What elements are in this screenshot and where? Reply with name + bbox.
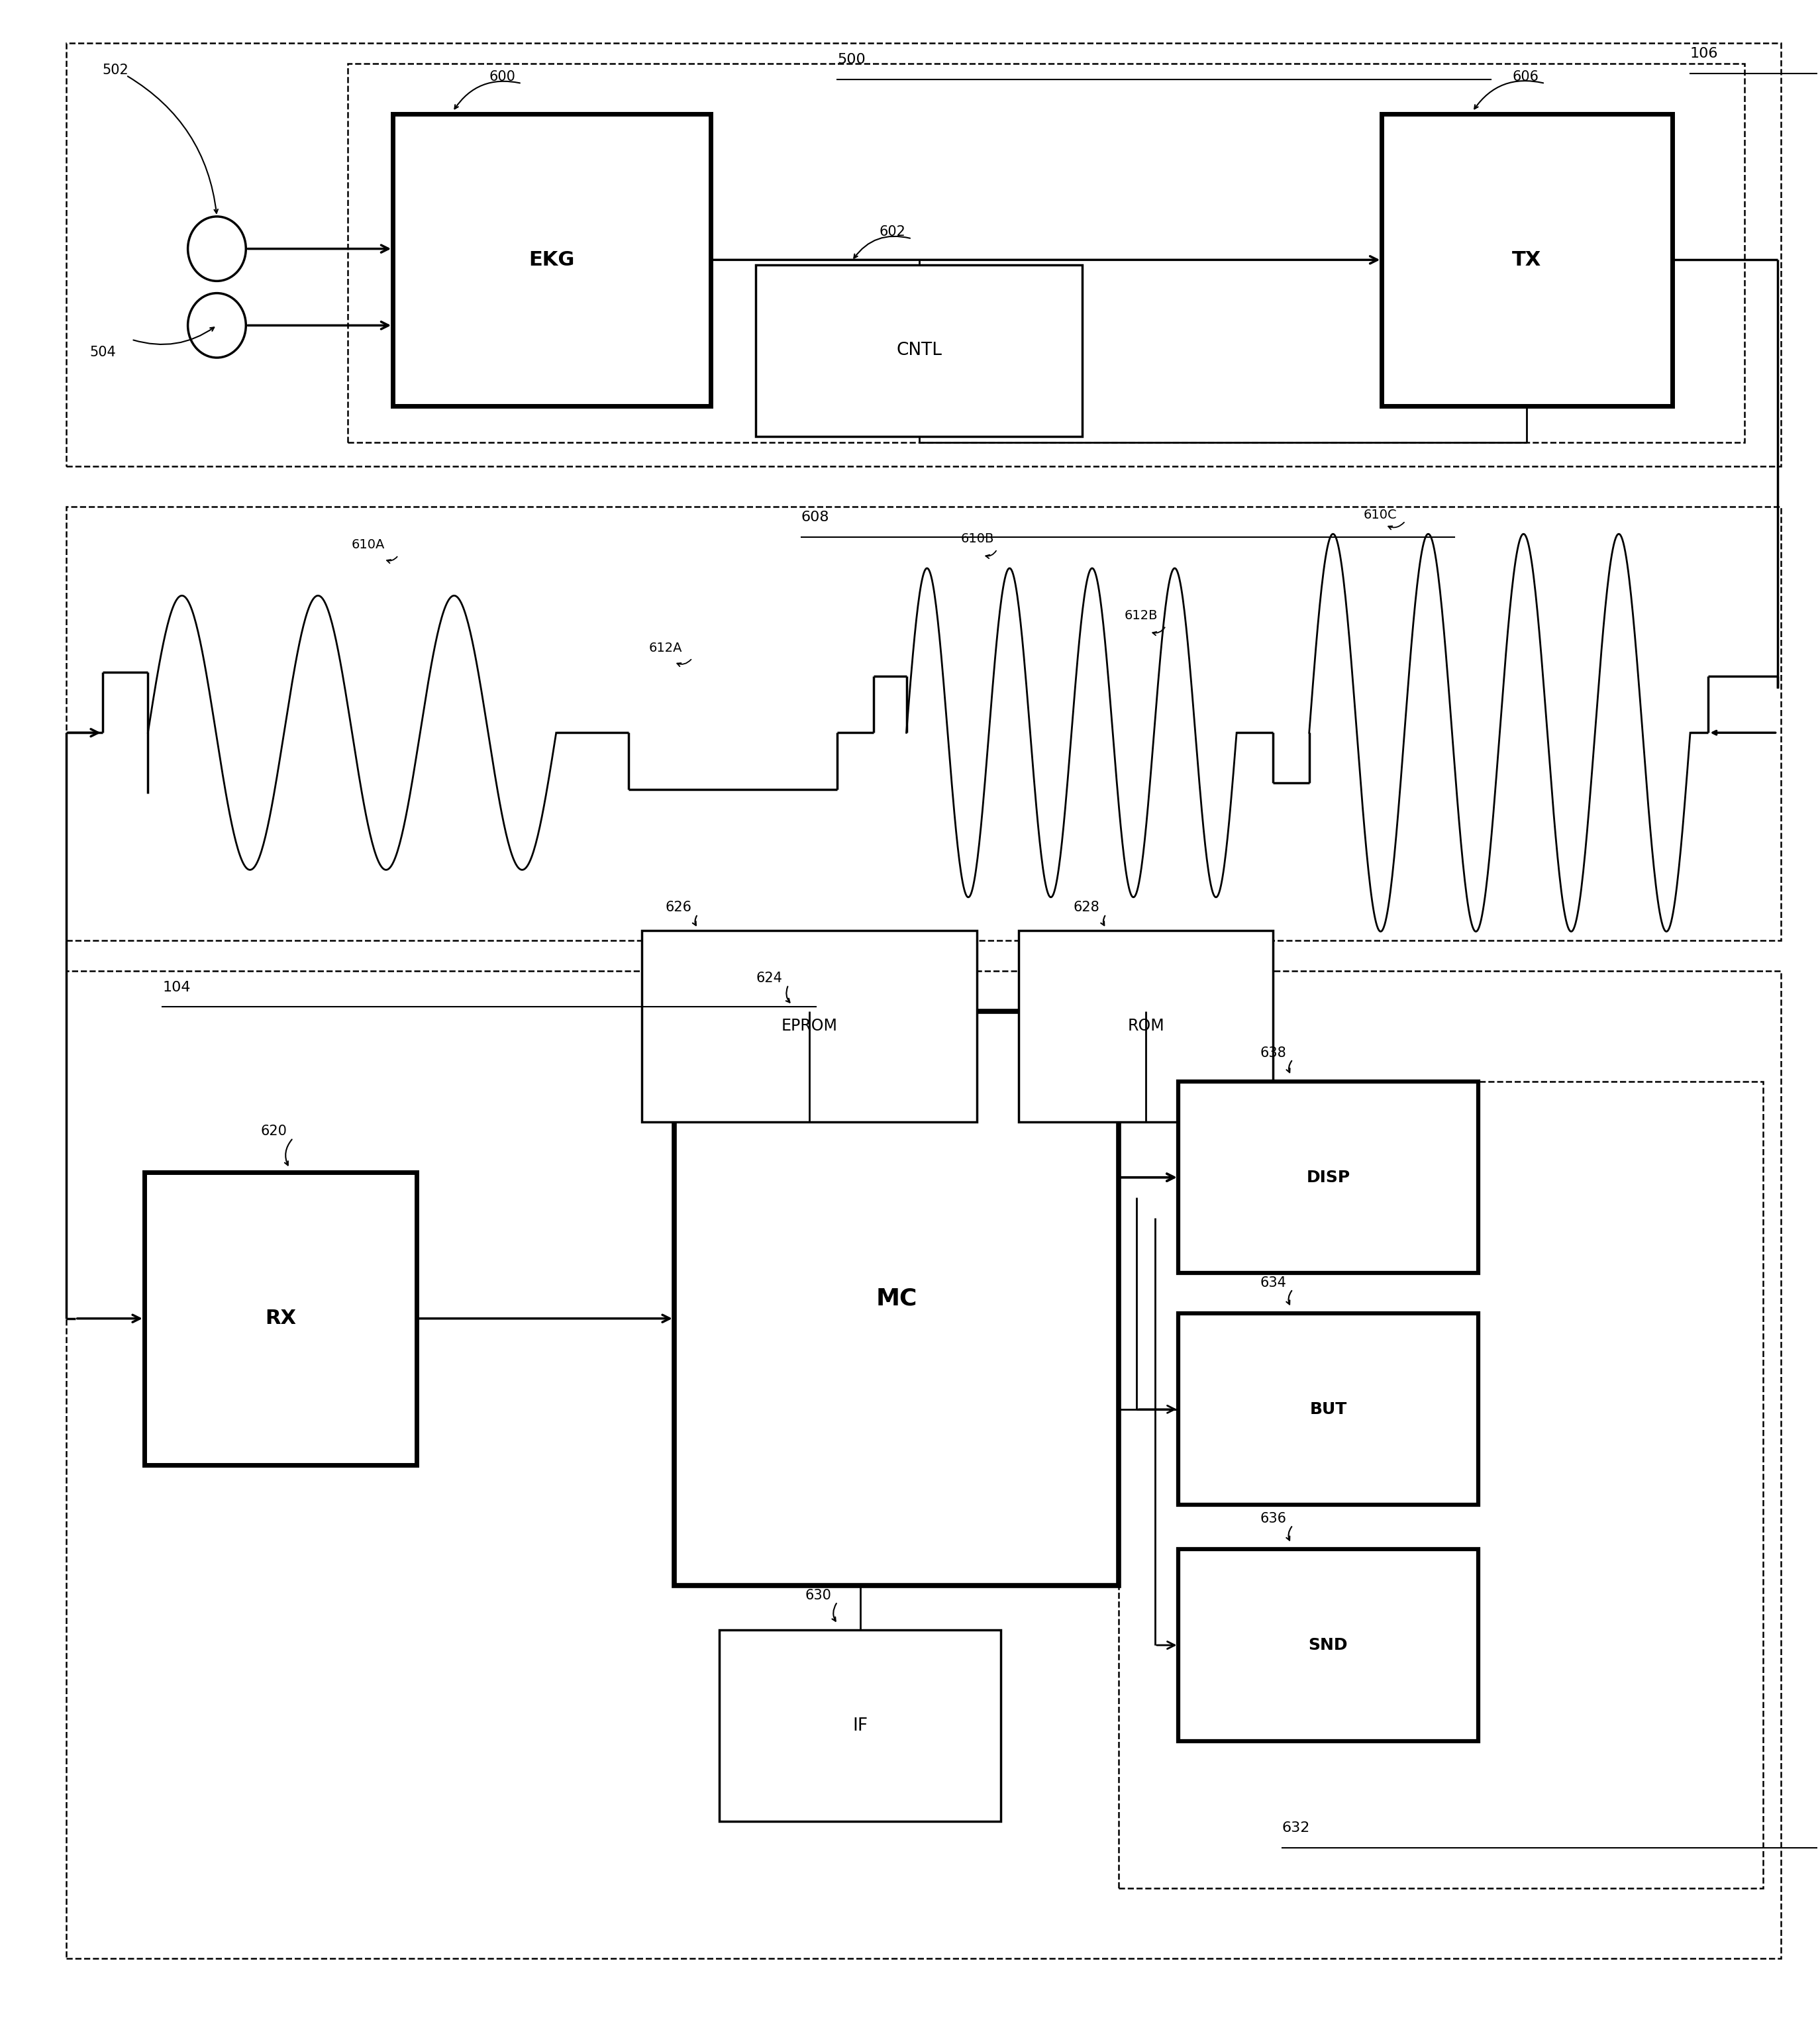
Bar: [1179, 1549, 1478, 1741]
Text: DISP: DISP: [1307, 1169, 1350, 1185]
Text: RX: RX: [266, 1308, 297, 1328]
Text: MC: MC: [875, 1288, 917, 1310]
Text: CNTL: CNTL: [895, 342, 943, 360]
Text: 628: 628: [1074, 902, 1099, 914]
Text: 500: 500: [837, 53, 866, 67]
Bar: [673, 1011, 1119, 1585]
Bar: [755, 265, 1083, 437]
Text: 600: 600: [490, 71, 515, 83]
Bar: [1179, 1314, 1478, 1504]
Bar: [66, 971, 1782, 1959]
Text: 634: 634: [1259, 1276, 1287, 1290]
Bar: [1179, 1082, 1478, 1274]
Bar: [1381, 113, 1673, 406]
Text: 610A: 610A: [351, 538, 384, 552]
Text: 602: 602: [879, 224, 906, 239]
Text: 504: 504: [89, 346, 116, 358]
Text: 624: 624: [755, 971, 783, 985]
Bar: [719, 1630, 1001, 1822]
Text: EPROM: EPROM: [781, 1019, 837, 1033]
Bar: [641, 930, 977, 1122]
Text: 606: 606: [1512, 71, 1540, 83]
Text: TX: TX: [1512, 251, 1542, 269]
Text: 502: 502: [102, 63, 129, 77]
Text: 636: 636: [1259, 1512, 1287, 1525]
Text: 632: 632: [1281, 1822, 1310, 1834]
Text: 106: 106: [1691, 47, 1718, 61]
Text: 608: 608: [801, 512, 830, 524]
Text: BUT: BUT: [1310, 1401, 1347, 1417]
Bar: [1119, 1082, 1764, 1889]
Text: 612B: 612B: [1125, 609, 1158, 623]
Bar: [1019, 930, 1272, 1122]
Bar: [66, 508, 1782, 940]
Text: 610C: 610C: [1363, 508, 1398, 522]
Bar: [144, 1173, 417, 1464]
Text: EKG: EKG: [528, 251, 575, 269]
Text: ROM: ROM: [1127, 1019, 1165, 1033]
Text: 638: 638: [1259, 1045, 1287, 1060]
Text: 626: 626: [664, 902, 692, 914]
Text: 610B: 610B: [961, 532, 994, 546]
Text: 104: 104: [162, 981, 191, 995]
Bar: [393, 113, 710, 406]
Text: IF: IF: [852, 1717, 868, 1735]
Text: 612A: 612A: [648, 641, 682, 653]
Bar: [66, 42, 1782, 467]
Text: SND: SND: [1309, 1638, 1349, 1654]
Bar: [348, 63, 1745, 443]
Text: 630: 630: [804, 1589, 832, 1601]
Text: 620: 620: [260, 1124, 288, 1138]
